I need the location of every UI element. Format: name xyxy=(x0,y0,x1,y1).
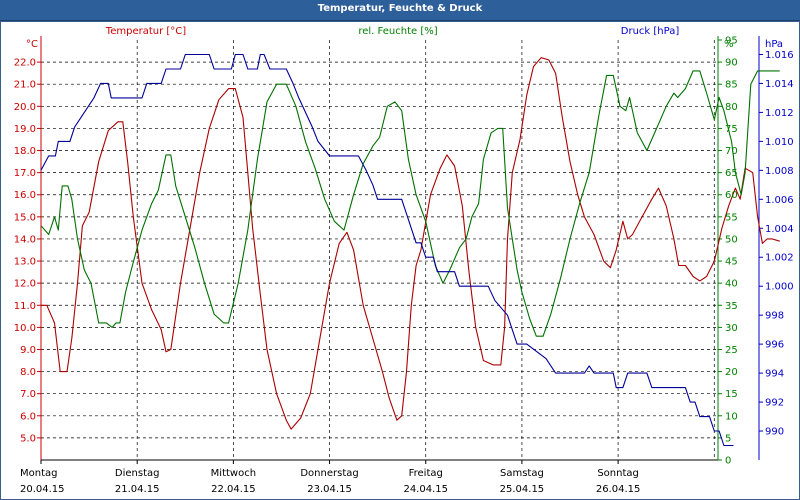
humidity-tick-label: 95 xyxy=(725,36,738,47)
humidity-tick-label: 10 xyxy=(725,411,738,422)
humidity-tick-label: 55 xyxy=(725,212,738,223)
temp-tick-label: 10.0 xyxy=(14,323,36,334)
pressure-unit-label: hPa xyxy=(765,39,783,50)
pressure-tick-label: 1.002 xyxy=(765,253,794,264)
humidity-tick-label: 0 xyxy=(725,456,731,467)
humidity-tick-label: 35 xyxy=(725,301,738,312)
temp-unit-label: °C xyxy=(26,39,38,50)
humidity-tick-label: 45 xyxy=(725,257,738,268)
humidity-tick-label: 70 xyxy=(725,146,738,157)
humidity-tick-label: 85 xyxy=(725,80,738,91)
temp-tick-label: 14.0 xyxy=(14,234,36,245)
temp-tick-label: 15.0 xyxy=(14,212,36,223)
chart-title-bar: Temperatur, Feuchte & Druck xyxy=(0,0,800,21)
humidity-tick-label: 30 xyxy=(725,323,738,334)
temp-tick-label: 17.0 xyxy=(14,168,36,179)
temperature-line xyxy=(41,57,780,430)
pressure-tick-label: 1.004 xyxy=(765,224,794,235)
x-tick-day: Sonntag xyxy=(597,468,639,479)
humidity-tick-label: 75 xyxy=(725,124,738,135)
pressure-tick-label: 998 xyxy=(765,311,784,322)
humidity-tick-label: 60 xyxy=(725,190,738,201)
x-tick-date: 23.04.15 xyxy=(307,484,352,495)
pressure-axis-title: Druck [hPa] xyxy=(621,26,680,37)
humidity-line xyxy=(40,70,780,337)
temp-tick-label: 13.0 xyxy=(14,257,36,268)
pressure-tick-label: 1.000 xyxy=(765,282,794,293)
pressure-tick-label: 990 xyxy=(765,427,784,438)
axes xyxy=(37,36,763,464)
pressure-tick-label: 1.012 xyxy=(765,108,794,119)
temp-tick-label: 12.0 xyxy=(14,279,36,290)
x-tick-day: Samstag xyxy=(500,468,544,479)
humidity-tick-label: 20 xyxy=(725,367,738,378)
x-tick-date: 24.04.15 xyxy=(403,484,448,495)
temp-tick-label: 5.0 xyxy=(20,433,36,444)
temp-tick-label: 22.0 xyxy=(14,58,36,69)
humidity-tick-label: 25 xyxy=(725,345,738,356)
temp-tick-label: 19.0 xyxy=(14,124,36,135)
humidity-tick-label: 5 xyxy=(725,433,731,444)
humidity-unit-label: % xyxy=(724,39,734,50)
temp-tick-label: 16.0 xyxy=(14,190,36,201)
series-lines xyxy=(40,53,780,447)
humidity-tick-label: 40 xyxy=(725,279,738,290)
x-tick-date: 26.04.15 xyxy=(596,484,641,495)
pressure-tick-label: 1.014 xyxy=(765,79,794,90)
pressure-tick-label: 1.006 xyxy=(765,195,794,206)
chart-title: Temperatur, Feuchte & Druck xyxy=(317,3,483,14)
tick-labels: °C 5.0 6.0 7.0 8.0 9.0 10.0 11.0 12.0 13.0 14.0 15.… xyxy=(14,26,794,495)
humidity-tick-label: 80 xyxy=(725,102,738,113)
humidity-tick-label: 50 xyxy=(725,234,738,245)
pressure-tick-label: 1.008 xyxy=(765,166,794,177)
temp-axis-title: Temperatur [°C] xyxy=(105,26,186,37)
temp-tick-label: 6.0 xyxy=(20,411,36,422)
temp-tick-label: 8.0 xyxy=(20,367,36,378)
pressure-tick-label: 996 xyxy=(765,340,784,351)
humidity-tick-label: 15 xyxy=(725,389,738,400)
x-tick-day: Mittwoch xyxy=(211,468,256,479)
pressure-tick-label: 994 xyxy=(765,369,784,380)
pressure-line xyxy=(40,53,734,447)
temp-tick-label: 11.0 xyxy=(14,301,36,312)
temp-tick-label: 18.0 xyxy=(14,146,36,157)
x-tick-date: 22.04.15 xyxy=(211,484,256,495)
pressure-tick-label: 1.016 xyxy=(765,50,794,61)
x-tick-day: Donnerstag xyxy=(300,468,358,479)
pressure-tick-label: 1.010 xyxy=(765,137,794,148)
temp-tick-label: 7.0 xyxy=(20,389,36,400)
humidity-tick-label: 90 xyxy=(725,58,738,69)
grid xyxy=(41,40,718,460)
pressure-tick-label: 992 xyxy=(765,398,784,409)
x-tick-day: Freitag xyxy=(409,468,443,479)
humidity-tick-label: 65 xyxy=(725,168,738,179)
x-tick-date: 20.04.15 xyxy=(20,484,65,495)
temp-tick-label: 9.0 xyxy=(20,345,36,356)
x-tick-date: 21.04.15 xyxy=(115,484,160,495)
temp-tick-label: 21.0 xyxy=(14,80,36,91)
x-tick-date: 25.04.15 xyxy=(500,484,545,495)
x-tick-day: Dienstag xyxy=(115,468,160,479)
humidity-axis-title: rel. Feuchte [%] xyxy=(358,26,437,37)
temp-tick-label: 20.0 xyxy=(14,102,36,113)
x-tick-day: Montag xyxy=(20,468,57,479)
